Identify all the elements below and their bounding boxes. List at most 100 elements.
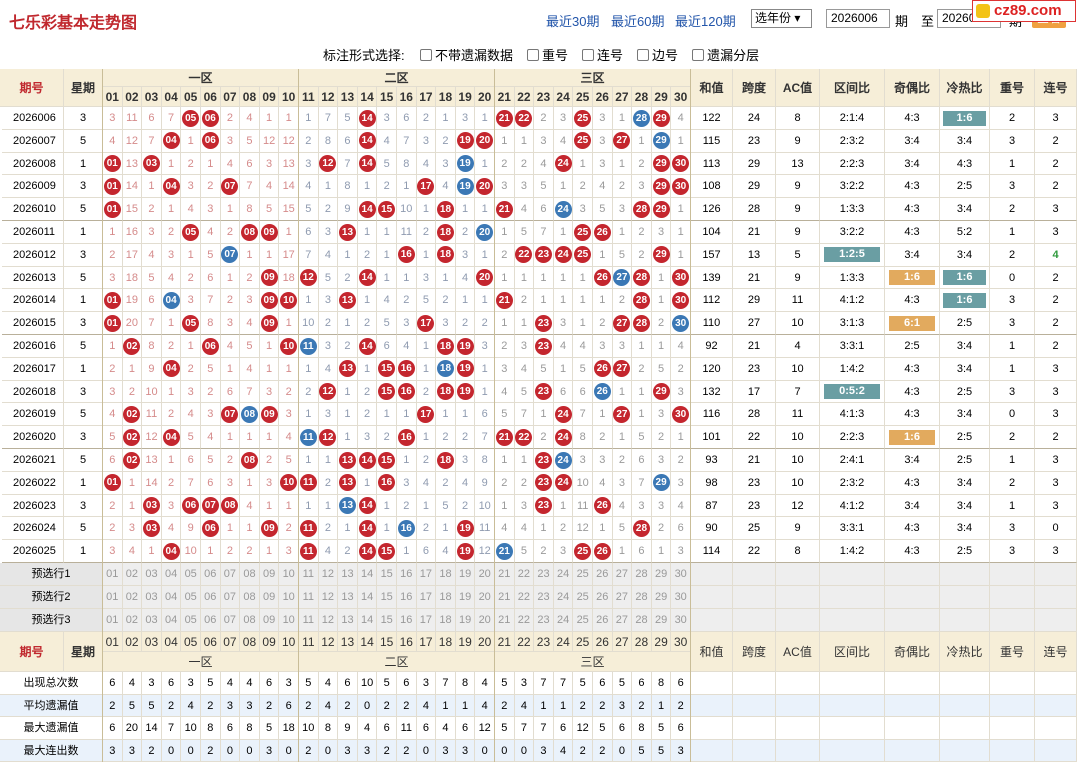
stat-header: 奇偶比 [885, 632, 940, 672]
miss-count: 2 [338, 335, 358, 358]
ball-cell: 26 [593, 266, 613, 290]
ball: 09 [260, 291, 278, 309]
miss-count: 1 [514, 449, 535, 472]
ball: 29 [652, 474, 670, 492]
miss-count: 1 [475, 289, 495, 313]
option[interactable]: 连号 [582, 48, 623, 63]
miss-count: 7 [338, 152, 358, 176]
summary-value: 0 [181, 739, 201, 762]
summary-label: 平均遗漏值 [0, 694, 103, 717]
ball-cell: 18 [436, 221, 456, 244]
miss-count: 3 [220, 471, 241, 495]
ball-cell: 24 [553, 152, 574, 176]
miss-count: 2 [534, 107, 554, 130]
miss-count: 2 [416, 380, 437, 404]
preselect-blank [1035, 586, 1077, 609]
ball: 16 [397, 246, 415, 264]
miss-count: 1 [514, 129, 535, 153]
ball-cell: 01 [103, 312, 123, 335]
miss-count: 1 [514, 266, 535, 290]
from-input[interactable]: 2026006 [826, 9, 890, 28]
option[interactable]: 遗漏分层 [692, 48, 759, 63]
preselect-blank [820, 586, 885, 609]
number-header: 19 [455, 87, 476, 107]
checkbox[interactable] [637, 49, 650, 61]
miss-count: 8 [142, 335, 162, 358]
ball-cell: 09 [259, 517, 280, 541]
stat-value: 113 [691, 152, 733, 176]
ball-cell: 24 [553, 403, 574, 427]
number-header: 21 [495, 632, 515, 652]
number-header: 02 [122, 632, 143, 652]
ball-cell: 11 [299, 335, 319, 358]
miss-count: 2 [651, 426, 672, 449]
summary-value: 5 [651, 717, 672, 740]
miss-count: 2 [475, 312, 495, 335]
miss-count: 2 [318, 312, 339, 335]
ball-cell: 27 [612, 357, 633, 381]
miss-count: 5 [436, 494, 456, 518]
ball: 26 [593, 383, 611, 401]
miss-count: 4 [593, 175, 613, 199]
stat-highlight: 6:1 [888, 315, 936, 331]
link[interactable]: 最近60期 [611, 14, 665, 29]
miss-count: 3 [397, 312, 417, 335]
summary-blank [691, 717, 733, 740]
summary-value: 10 [181, 717, 201, 740]
stat-header: 冷热比 [940, 632, 990, 672]
option[interactable]: 不带遗漏数据 [420, 48, 513, 63]
preselect-number: 18 [436, 586, 456, 609]
ball-cell: 04 [161, 289, 182, 313]
ball-cell: 23 [534, 312, 554, 335]
checkbox[interactable] [692, 49, 705, 61]
miss-count: 3 [103, 380, 123, 404]
checkbox[interactable] [582, 49, 595, 61]
option[interactable]: 重号 [527, 48, 568, 63]
miss-count: 6 [671, 517, 691, 541]
miss-count: 3 [651, 403, 672, 427]
preselect-number: 03 [142, 609, 162, 632]
miss-count: 1 [553, 357, 574, 381]
ball-cell: 26 [593, 221, 613, 244]
link[interactable]: 最近120期 [675, 14, 736, 29]
checkbox[interactable] [527, 49, 540, 61]
issue: 2026021 [2, 449, 64, 472]
preselect-number: 02 [122, 609, 143, 632]
miss-count: 11 [142, 403, 162, 427]
miss-count: 1 [299, 494, 319, 518]
ball-cell: 16 [397, 243, 417, 267]
miss-count: 2 [103, 517, 123, 541]
stat-value: 0 [990, 266, 1035, 290]
miss-count: 2 [240, 540, 260, 563]
summary-value: 2 [632, 694, 652, 717]
miss-count: 3 [534, 129, 554, 153]
miss-count: 4 [103, 403, 123, 427]
year-select[interactable]: 选年份 ▾ [751, 9, 812, 28]
miss-count: 5 [103, 426, 123, 449]
miss-count: 1 [593, 289, 613, 313]
miss-count: 6 [632, 540, 652, 563]
miss-count: 3 [377, 107, 397, 130]
miss-count: 2 [161, 221, 182, 244]
miss-count: 2 [397, 494, 417, 518]
stat-highlight: 1:6 [888, 429, 936, 445]
preselect-number: 25 [573, 586, 593, 609]
stat-value: 29 [733, 289, 776, 313]
stat-value: 2:1:4 [820, 107, 885, 130]
miss-count: 3 [103, 540, 123, 563]
miss-count: 1 [534, 266, 554, 290]
preselect-number: 07 [220, 609, 241, 632]
stat-value: 11 [776, 403, 820, 427]
stat-value: 21 [733, 335, 776, 358]
ball-cell: 13 [338, 357, 358, 381]
stat-value: 110 [691, 312, 733, 335]
checkbox[interactable] [420, 49, 432, 61]
ball: 16 [378, 474, 396, 492]
ball-cell: 03 [142, 152, 162, 176]
link[interactable]: 最近30期 [546, 14, 600, 29]
number-header: 30 [671, 632, 691, 652]
option[interactable]: 边号 [637, 48, 678, 63]
preselect-number: 12 [318, 609, 339, 632]
stat-value: 104 [691, 221, 733, 244]
